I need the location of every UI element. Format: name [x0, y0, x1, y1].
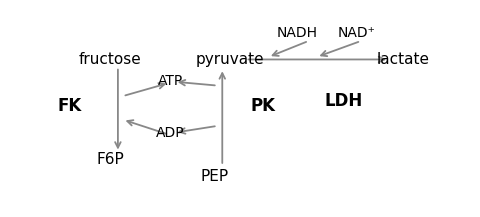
- Text: pyruvate: pyruvate: [195, 52, 264, 67]
- Text: F6P: F6P: [96, 152, 124, 167]
- Text: fructose: fructose: [79, 52, 142, 67]
- Text: LDH: LDH: [324, 92, 362, 110]
- Text: NADH: NADH: [276, 26, 317, 40]
- Text: PEP: PEP: [200, 169, 228, 184]
- Text: lactate: lactate: [376, 52, 429, 67]
- Text: ATP: ATP: [157, 74, 182, 88]
- Text: FK: FK: [57, 97, 82, 115]
- Text: ADP: ADP: [156, 126, 184, 140]
- Text: PK: PK: [250, 97, 275, 115]
- Text: NAD⁺: NAD⁺: [337, 26, 374, 40]
